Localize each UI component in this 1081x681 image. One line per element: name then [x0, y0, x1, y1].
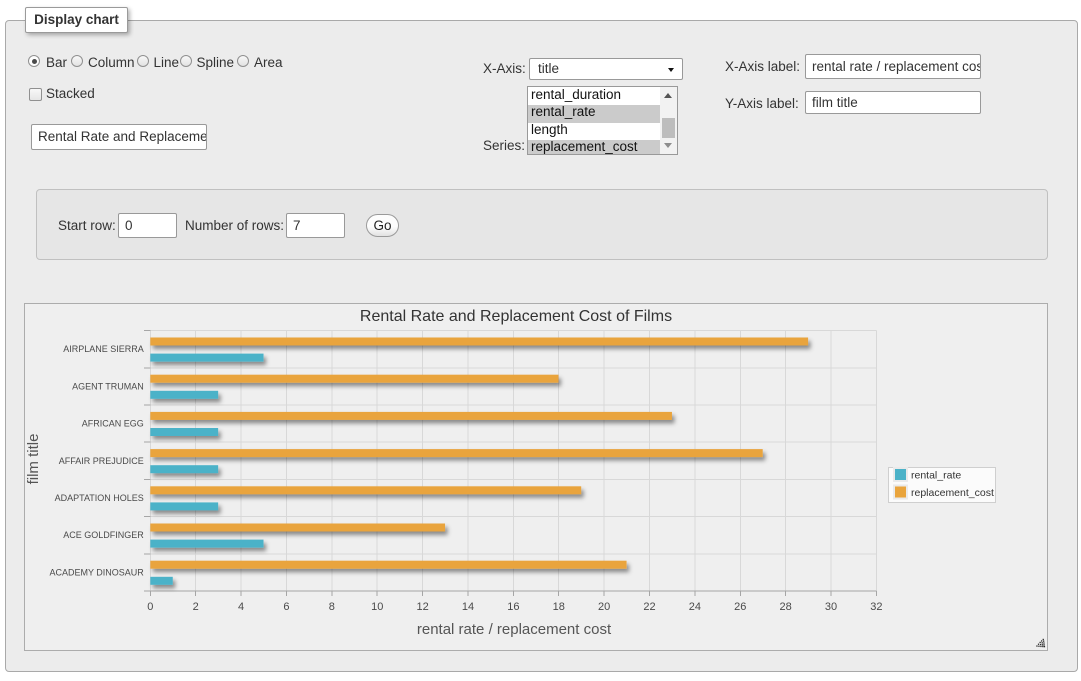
svg-text:20: 20 [598, 601, 610, 613]
svg-text:0: 0 [147, 601, 153, 613]
svg-text:30: 30 [825, 601, 837, 613]
svg-text:AFFAIR PREJUDICE: AFFAIR PREJUDICE [59, 456, 144, 466]
svg-text:ACADEMY DINOSAUR: ACADEMY DINOSAUR [49, 567, 144, 577]
svg-text:rental rate / replacement cost: rental rate / replacement cost [417, 621, 612, 638]
svg-text:26: 26 [734, 601, 746, 613]
svg-text:24: 24 [689, 601, 701, 613]
svg-text:14: 14 [462, 601, 474, 613]
svg-text:22: 22 [643, 601, 655, 613]
svg-text:Rental Rate and Replacement Co: Rental Rate and Replacement Cost of Film… [360, 308, 672, 325]
svg-text:4: 4 [238, 601, 244, 613]
svg-text:8: 8 [329, 601, 335, 613]
svg-text:ADAPTATION HOLES: ADAPTATION HOLES [55, 493, 144, 503]
svg-text:ACE GOLDFINGER: ACE GOLDFINGER [63, 530, 144, 540]
svg-text:28: 28 [780, 601, 792, 613]
svg-text:32: 32 [870, 601, 882, 613]
svg-text:AFRICAN EGG: AFRICAN EGG [82, 419, 144, 429]
svg-text:16: 16 [507, 601, 519, 613]
svg-text:18: 18 [553, 601, 565, 613]
svg-text:10: 10 [371, 601, 383, 613]
svg-text:6: 6 [283, 601, 289, 613]
svg-text:12: 12 [416, 601, 428, 613]
svg-text:AGENT TRUMAN: AGENT TRUMAN [72, 381, 144, 391]
svg-text:AIRPLANE SIERRA: AIRPLANE SIERRA [63, 344, 144, 354]
svg-text:rental_rate: rental_rate [911, 470, 961, 482]
svg-text:replacement_cost: replacement_cost [911, 487, 994, 499]
svg-text:film title: film title [25, 434, 42, 485]
svg-text:2: 2 [193, 601, 199, 613]
